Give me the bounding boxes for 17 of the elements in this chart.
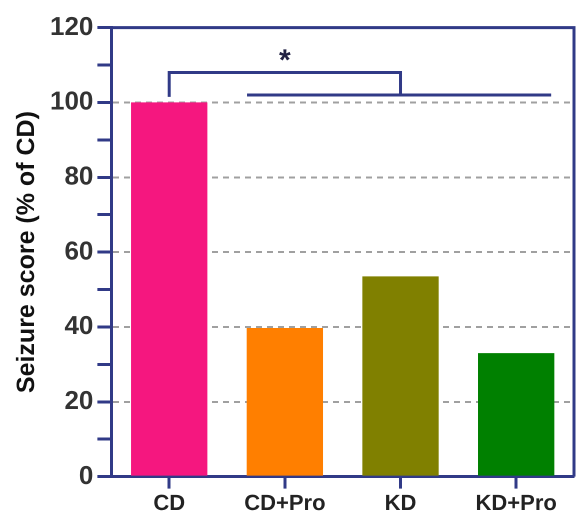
x-tick-label: CD+Pro bbox=[244, 490, 326, 515]
x-tick-label: KD+Pro bbox=[476, 490, 557, 515]
y-tick-label: 60 bbox=[64, 235, 94, 266]
bar bbox=[246, 328, 324, 476]
annotation: * bbox=[279, 44, 292, 77]
x-tick-label: KD bbox=[384, 490, 416, 515]
bar bbox=[478, 353, 554, 476]
x-tick-label: CD bbox=[153, 490, 186, 515]
y-axis-title: Seizure score (% of CD) bbox=[12, 111, 40, 394]
y-tick-label: 120 bbox=[50, 10, 94, 41]
y-tick-label: 0 bbox=[78, 460, 94, 490]
bar bbox=[131, 102, 208, 476]
bar bbox=[362, 276, 439, 476]
y-tick-label: 40 bbox=[64, 310, 94, 340]
y-tick-label: 20 bbox=[64, 384, 94, 415]
y-tick-label: 100 bbox=[50, 86, 94, 116]
y-tick-label: 80 bbox=[64, 160, 94, 190]
